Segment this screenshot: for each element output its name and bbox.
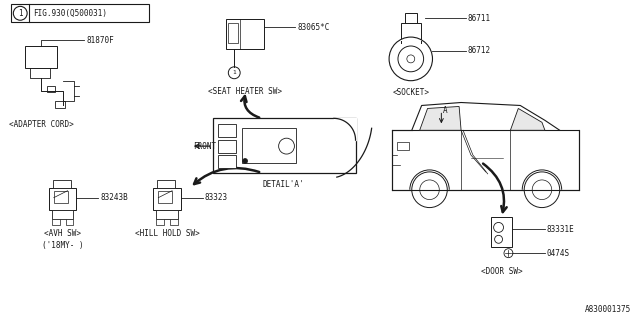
Text: 83065*C: 83065*C bbox=[298, 23, 330, 32]
Circle shape bbox=[504, 249, 513, 258]
Text: 81870F: 81870F bbox=[86, 36, 114, 44]
Text: <ADAPTER CORD>: <ADAPTER CORD> bbox=[8, 120, 74, 129]
Text: <AVH SW>: <AVH SW> bbox=[44, 229, 81, 238]
Text: 86712: 86712 bbox=[468, 46, 491, 55]
Text: ('18MY- ): ('18MY- ) bbox=[42, 241, 83, 250]
Circle shape bbox=[278, 138, 294, 154]
Polygon shape bbox=[510, 108, 545, 130]
Text: 0474S: 0474S bbox=[547, 249, 570, 258]
Text: 1: 1 bbox=[18, 9, 22, 18]
Bar bbox=[242, 128, 296, 163]
Text: 83243B: 83243B bbox=[100, 193, 128, 202]
Text: 83323: 83323 bbox=[205, 193, 228, 202]
Polygon shape bbox=[420, 107, 461, 130]
Bar bbox=[52, 180, 70, 188]
Text: <DOOR SW>: <DOOR SW> bbox=[481, 267, 522, 276]
Circle shape bbox=[228, 67, 240, 79]
Circle shape bbox=[495, 235, 502, 243]
Bar bbox=[158, 191, 172, 203]
Bar bbox=[156, 220, 164, 225]
Bar bbox=[47, 86, 55, 92]
Text: 86711: 86711 bbox=[468, 14, 491, 23]
Circle shape bbox=[398, 46, 424, 72]
Bar bbox=[55, 100, 65, 108]
Circle shape bbox=[412, 172, 447, 208]
Text: <SOCKET>: <SOCKET> bbox=[392, 88, 429, 97]
Circle shape bbox=[532, 180, 552, 200]
Circle shape bbox=[407, 55, 415, 63]
Bar bbox=[157, 180, 175, 188]
Text: A830001375: A830001375 bbox=[584, 305, 631, 314]
Bar bbox=[218, 155, 236, 168]
Circle shape bbox=[524, 172, 560, 208]
Text: <HILL HOLD SW>: <HILL HOLD SW> bbox=[135, 229, 200, 238]
Bar bbox=[218, 124, 236, 137]
Bar bbox=[154, 188, 181, 210]
Bar bbox=[392, 130, 579, 190]
Circle shape bbox=[13, 6, 27, 20]
Bar bbox=[52, 210, 74, 220]
Circle shape bbox=[389, 37, 433, 81]
Bar bbox=[401, 23, 420, 41]
Text: 83331E: 83331E bbox=[547, 225, 575, 234]
Bar bbox=[228, 23, 238, 43]
Bar bbox=[227, 19, 264, 49]
Text: FRONT: FRONT bbox=[193, 142, 216, 151]
Circle shape bbox=[243, 158, 248, 164]
Bar bbox=[491, 218, 513, 247]
Bar bbox=[405, 13, 417, 23]
Bar bbox=[49, 188, 76, 210]
Text: DETAIL'A': DETAIL'A' bbox=[263, 180, 305, 189]
Circle shape bbox=[420, 180, 439, 200]
Text: A: A bbox=[444, 106, 448, 115]
Bar bbox=[52, 220, 60, 225]
Bar bbox=[170, 220, 178, 225]
Bar bbox=[12, 4, 149, 22]
Text: <SEAT HEATER SW>: <SEAT HEATER SW> bbox=[208, 87, 282, 96]
Bar bbox=[397, 142, 409, 150]
Circle shape bbox=[493, 222, 504, 232]
Bar bbox=[54, 191, 68, 203]
Bar bbox=[212, 118, 356, 173]
Bar bbox=[218, 140, 236, 153]
Bar bbox=[66, 220, 74, 225]
Bar bbox=[156, 210, 178, 220]
Text: 1: 1 bbox=[232, 70, 236, 75]
Text: FIG.930(Q500031): FIG.930(Q500031) bbox=[33, 9, 107, 18]
Bar bbox=[25, 46, 57, 68]
